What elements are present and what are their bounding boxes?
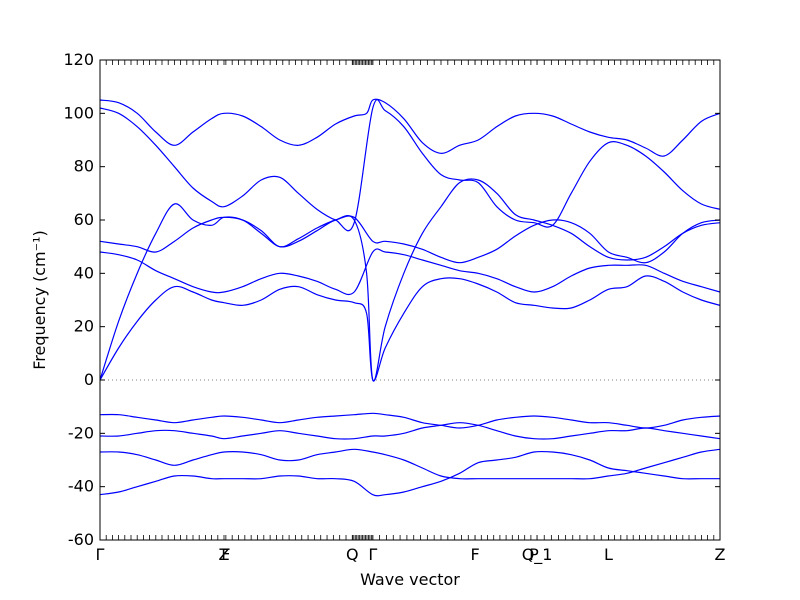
phonon-branch-4 (99, 215, 721, 264)
phonon-branch-2 (99, 275, 721, 382)
phonon-branch-10 (99, 450, 720, 497)
plot-area (100, 60, 720, 540)
y-tick-label: -40 (68, 477, 94, 496)
x-tick-label: Z (219, 545, 230, 564)
phonon-branch-1 (99, 178, 721, 382)
phonon-branch-8 (99, 422, 721, 440)
x-tick-label: P (529, 545, 539, 564)
x-axis-label: Wave vector (360, 570, 460, 589)
axis-ticks (99, 59, 721, 541)
x-tick-label: F (470, 545, 479, 564)
y-tick-label: 60 (74, 210, 94, 229)
x-tick-labels: Γ ZF Q Γ F PQ_1 L Z (96, 545, 726, 565)
plot-frame (99, 59, 721, 541)
series-layer (99, 98, 721, 497)
x-tick-label: Γ (96, 545, 105, 564)
phonon-branch-9 (99, 448, 721, 480)
y-tick-label: 80 (74, 157, 94, 176)
x-tick-label: Q (346, 545, 359, 564)
y-tick-label: -60 (68, 530, 94, 549)
y-tick-label: 20 (74, 317, 94, 336)
y-tick-label: 100 (63, 103, 94, 122)
phonon-branch-7 (99, 412, 721, 429)
y-tick-label: 120 (63, 50, 94, 69)
phonon-branch-3 (99, 248, 721, 296)
y-tick-label: 0 (84, 370, 94, 389)
x-tick-label: Q_1 (522, 545, 553, 565)
y-tick-label: 40 (74, 263, 94, 282)
phonon-branch-5 (99, 99, 721, 232)
y-axis-label: Frequency (cm⁻¹) (30, 230, 49, 369)
y-tick-label: -20 (68, 423, 94, 442)
x-tick-label: F (221, 545, 230, 564)
x-tick-label: L (604, 545, 613, 564)
x-tick-label: Γ (368, 545, 377, 564)
y-tick-labels: -60 -40 -20 0 20 40 60 80 100 120 (63, 50, 94, 549)
phonon-branch-6 (99, 98, 721, 157)
x-tick-label: Z (715, 545, 726, 564)
